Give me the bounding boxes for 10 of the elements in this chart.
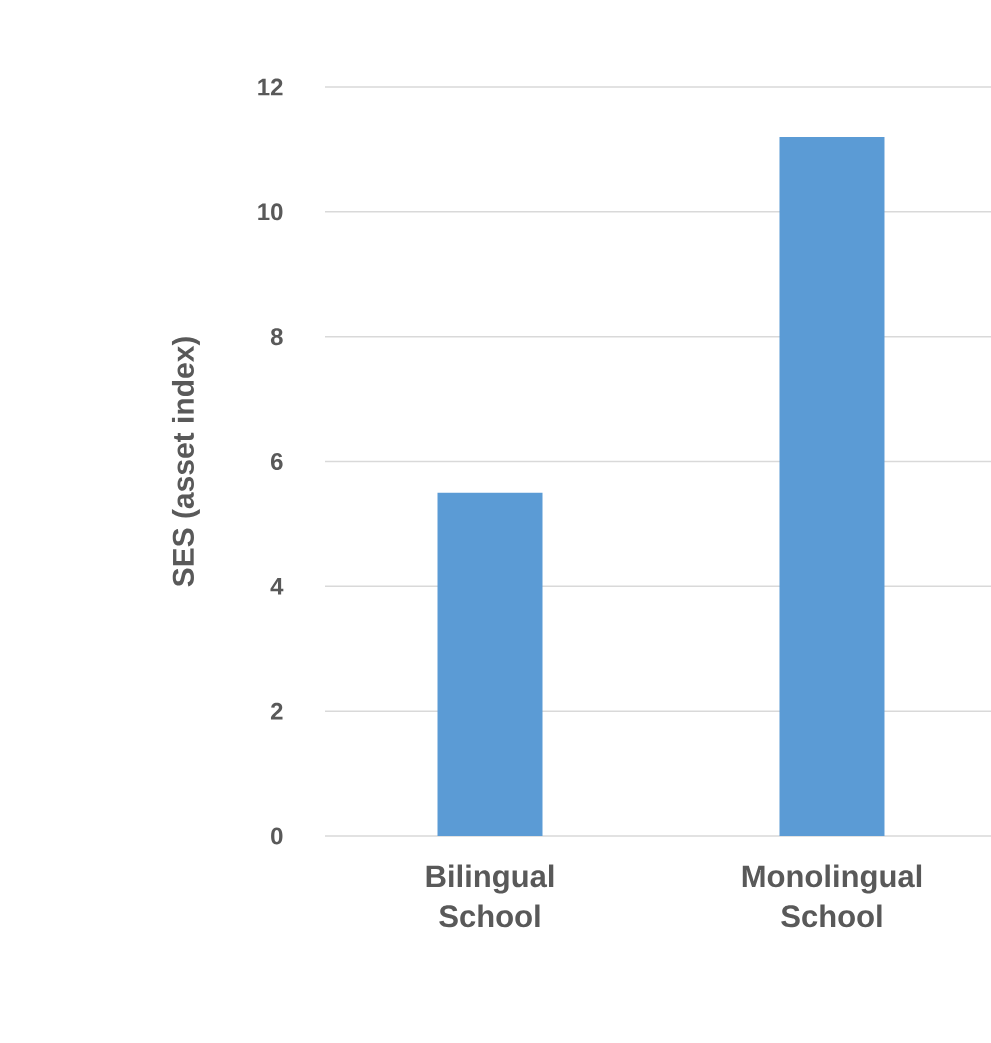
x-tick-label: Monolingual School xyxy=(742,864,922,928)
y-axis-title: SES (asset index) xyxy=(171,337,200,587)
y-tick-label: 12 xyxy=(258,78,283,96)
y-tick-label: 2 xyxy=(270,702,283,720)
y-tick-label: 4 xyxy=(270,578,284,595)
y-tick-label: 0 xyxy=(271,827,283,845)
y-tick-label: 10 xyxy=(258,203,283,221)
y-tick-label: 6 xyxy=(271,453,283,470)
y-tick-label: 8 xyxy=(270,328,283,346)
x-tick-label: Bilingual School xyxy=(426,864,554,928)
